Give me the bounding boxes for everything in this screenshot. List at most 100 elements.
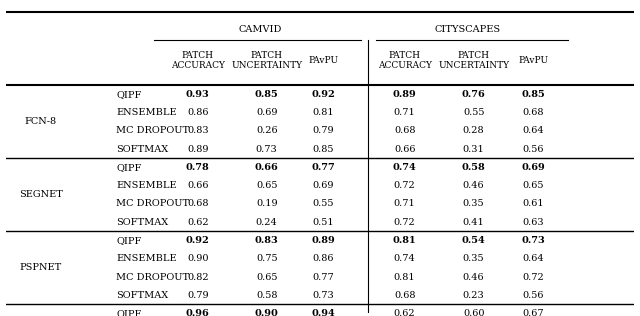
Text: 0.69: 0.69	[312, 181, 334, 190]
Text: 0.77: 0.77	[312, 273, 334, 282]
Text: 0.85: 0.85	[255, 90, 278, 99]
Text: QIPF: QIPF	[116, 309, 141, 316]
Text: FCN-8: FCN-8	[25, 117, 57, 126]
Text: 0.62: 0.62	[187, 218, 209, 227]
Text: 0.94: 0.94	[311, 309, 335, 316]
Text: PATCH
UNCERTAINTY: PATCH UNCERTAINTY	[438, 51, 509, 70]
Text: 0.73: 0.73	[256, 145, 278, 154]
Text: 0.92: 0.92	[186, 236, 209, 245]
Text: 0.58: 0.58	[256, 291, 277, 300]
Text: 0.54: 0.54	[462, 236, 486, 245]
Text: 0.68: 0.68	[187, 199, 209, 209]
Text: 0.74: 0.74	[393, 163, 417, 172]
Text: PAvPU: PAvPU	[308, 56, 338, 65]
Text: 0.66: 0.66	[187, 181, 209, 190]
Text: MC DROPOUT: MC DROPOUT	[116, 126, 189, 135]
Text: CAMVID: CAMVID	[239, 25, 282, 34]
Text: 0.65: 0.65	[256, 181, 277, 190]
Text: PATCH
ACCURACY: PATCH ACCURACY	[171, 51, 225, 70]
Text: 0.28: 0.28	[463, 126, 484, 135]
Text: SEGNET: SEGNET	[19, 190, 63, 199]
Text: 0.74: 0.74	[394, 254, 415, 263]
Text: 0.83: 0.83	[187, 126, 209, 135]
Text: CITYSCAPES: CITYSCAPES	[435, 25, 500, 34]
Text: 0.65: 0.65	[256, 273, 277, 282]
Text: 0.65: 0.65	[522, 181, 544, 190]
Text: 0.31: 0.31	[463, 145, 484, 154]
Text: 0.77: 0.77	[311, 163, 335, 172]
Text: 0.56: 0.56	[522, 291, 544, 300]
Text: 0.89: 0.89	[187, 145, 209, 154]
Text: 0.68: 0.68	[394, 291, 415, 300]
Text: 0.24: 0.24	[256, 218, 278, 227]
Text: 0.81: 0.81	[393, 236, 417, 245]
Text: 0.19: 0.19	[256, 199, 278, 209]
Text: MC DROPOUT: MC DROPOUT	[116, 199, 189, 209]
Text: 0.72: 0.72	[394, 218, 415, 227]
Text: PAvPU: PAvPU	[518, 56, 548, 65]
Text: 0.67: 0.67	[522, 309, 544, 316]
Text: 0.79: 0.79	[312, 126, 334, 135]
Text: 0.86: 0.86	[312, 254, 334, 263]
Text: 0.79: 0.79	[187, 291, 209, 300]
Text: 0.81: 0.81	[312, 108, 334, 117]
Text: PATCH
UNCERTAINTY: PATCH UNCERTAINTY	[231, 51, 302, 70]
Text: 0.26: 0.26	[256, 126, 278, 135]
Text: 0.60: 0.60	[463, 309, 484, 316]
Text: 0.96: 0.96	[186, 309, 209, 316]
Text: 0.41: 0.41	[463, 218, 484, 227]
Text: 0.72: 0.72	[522, 273, 544, 282]
Text: 0.78: 0.78	[186, 163, 209, 172]
Text: PATCH
ACCURACY: PATCH ACCURACY	[378, 51, 431, 70]
Text: 0.23: 0.23	[463, 291, 484, 300]
Text: 0.81: 0.81	[394, 273, 415, 282]
Text: 0.73: 0.73	[312, 291, 334, 300]
Text: 0.69: 0.69	[522, 163, 545, 172]
Text: ENSEMBLE: ENSEMBLE	[116, 254, 177, 263]
Text: 0.69: 0.69	[256, 108, 277, 117]
Text: 0.66: 0.66	[394, 145, 415, 154]
Text: 0.55: 0.55	[463, 108, 484, 117]
Text: 0.90: 0.90	[255, 309, 278, 316]
Text: 0.56: 0.56	[522, 145, 544, 154]
Text: 0.86: 0.86	[187, 108, 209, 117]
Text: 0.85: 0.85	[312, 145, 334, 154]
Text: 0.58: 0.58	[462, 163, 486, 172]
Text: 0.89: 0.89	[311, 236, 335, 245]
Text: 0.93: 0.93	[186, 90, 209, 99]
Text: 0.89: 0.89	[393, 90, 417, 99]
Text: QIPF: QIPF	[116, 90, 141, 99]
Text: 0.72: 0.72	[394, 181, 415, 190]
Text: SOFTMAX: SOFTMAX	[116, 145, 168, 154]
Text: 0.82: 0.82	[187, 273, 209, 282]
Text: MC DROPOUT: MC DROPOUT	[116, 273, 189, 282]
Text: ENSEMBLE: ENSEMBLE	[116, 181, 177, 190]
Text: 0.71: 0.71	[394, 199, 415, 209]
Text: SOFTMAX: SOFTMAX	[116, 291, 168, 300]
Text: 0.66: 0.66	[255, 163, 278, 172]
Text: 0.75: 0.75	[256, 254, 278, 263]
Text: 0.35: 0.35	[463, 199, 484, 209]
Text: 0.85: 0.85	[522, 90, 545, 99]
Text: 0.63: 0.63	[522, 218, 544, 227]
Text: 0.64: 0.64	[522, 254, 544, 263]
Text: 0.61: 0.61	[522, 199, 544, 209]
Text: 0.92: 0.92	[311, 90, 335, 99]
Text: 0.68: 0.68	[522, 108, 544, 117]
Text: 0.55: 0.55	[312, 199, 334, 209]
Text: 0.46: 0.46	[463, 273, 484, 282]
Text: 0.71: 0.71	[394, 108, 415, 117]
Text: 0.35: 0.35	[463, 254, 484, 263]
Text: PSPNET: PSPNET	[20, 264, 62, 272]
Text: 0.51: 0.51	[312, 218, 334, 227]
Text: 0.76: 0.76	[462, 90, 486, 99]
Text: 0.83: 0.83	[255, 236, 278, 245]
Text: QIPF: QIPF	[116, 236, 141, 245]
Text: 0.73: 0.73	[522, 236, 545, 245]
Text: 0.90: 0.90	[187, 254, 209, 263]
Text: QIPF: QIPF	[116, 163, 141, 172]
Text: ENSEMBLE: ENSEMBLE	[116, 108, 177, 117]
Text: SOFTMAX: SOFTMAX	[116, 218, 168, 227]
Text: 0.62: 0.62	[394, 309, 415, 316]
Text: 0.46: 0.46	[463, 181, 484, 190]
